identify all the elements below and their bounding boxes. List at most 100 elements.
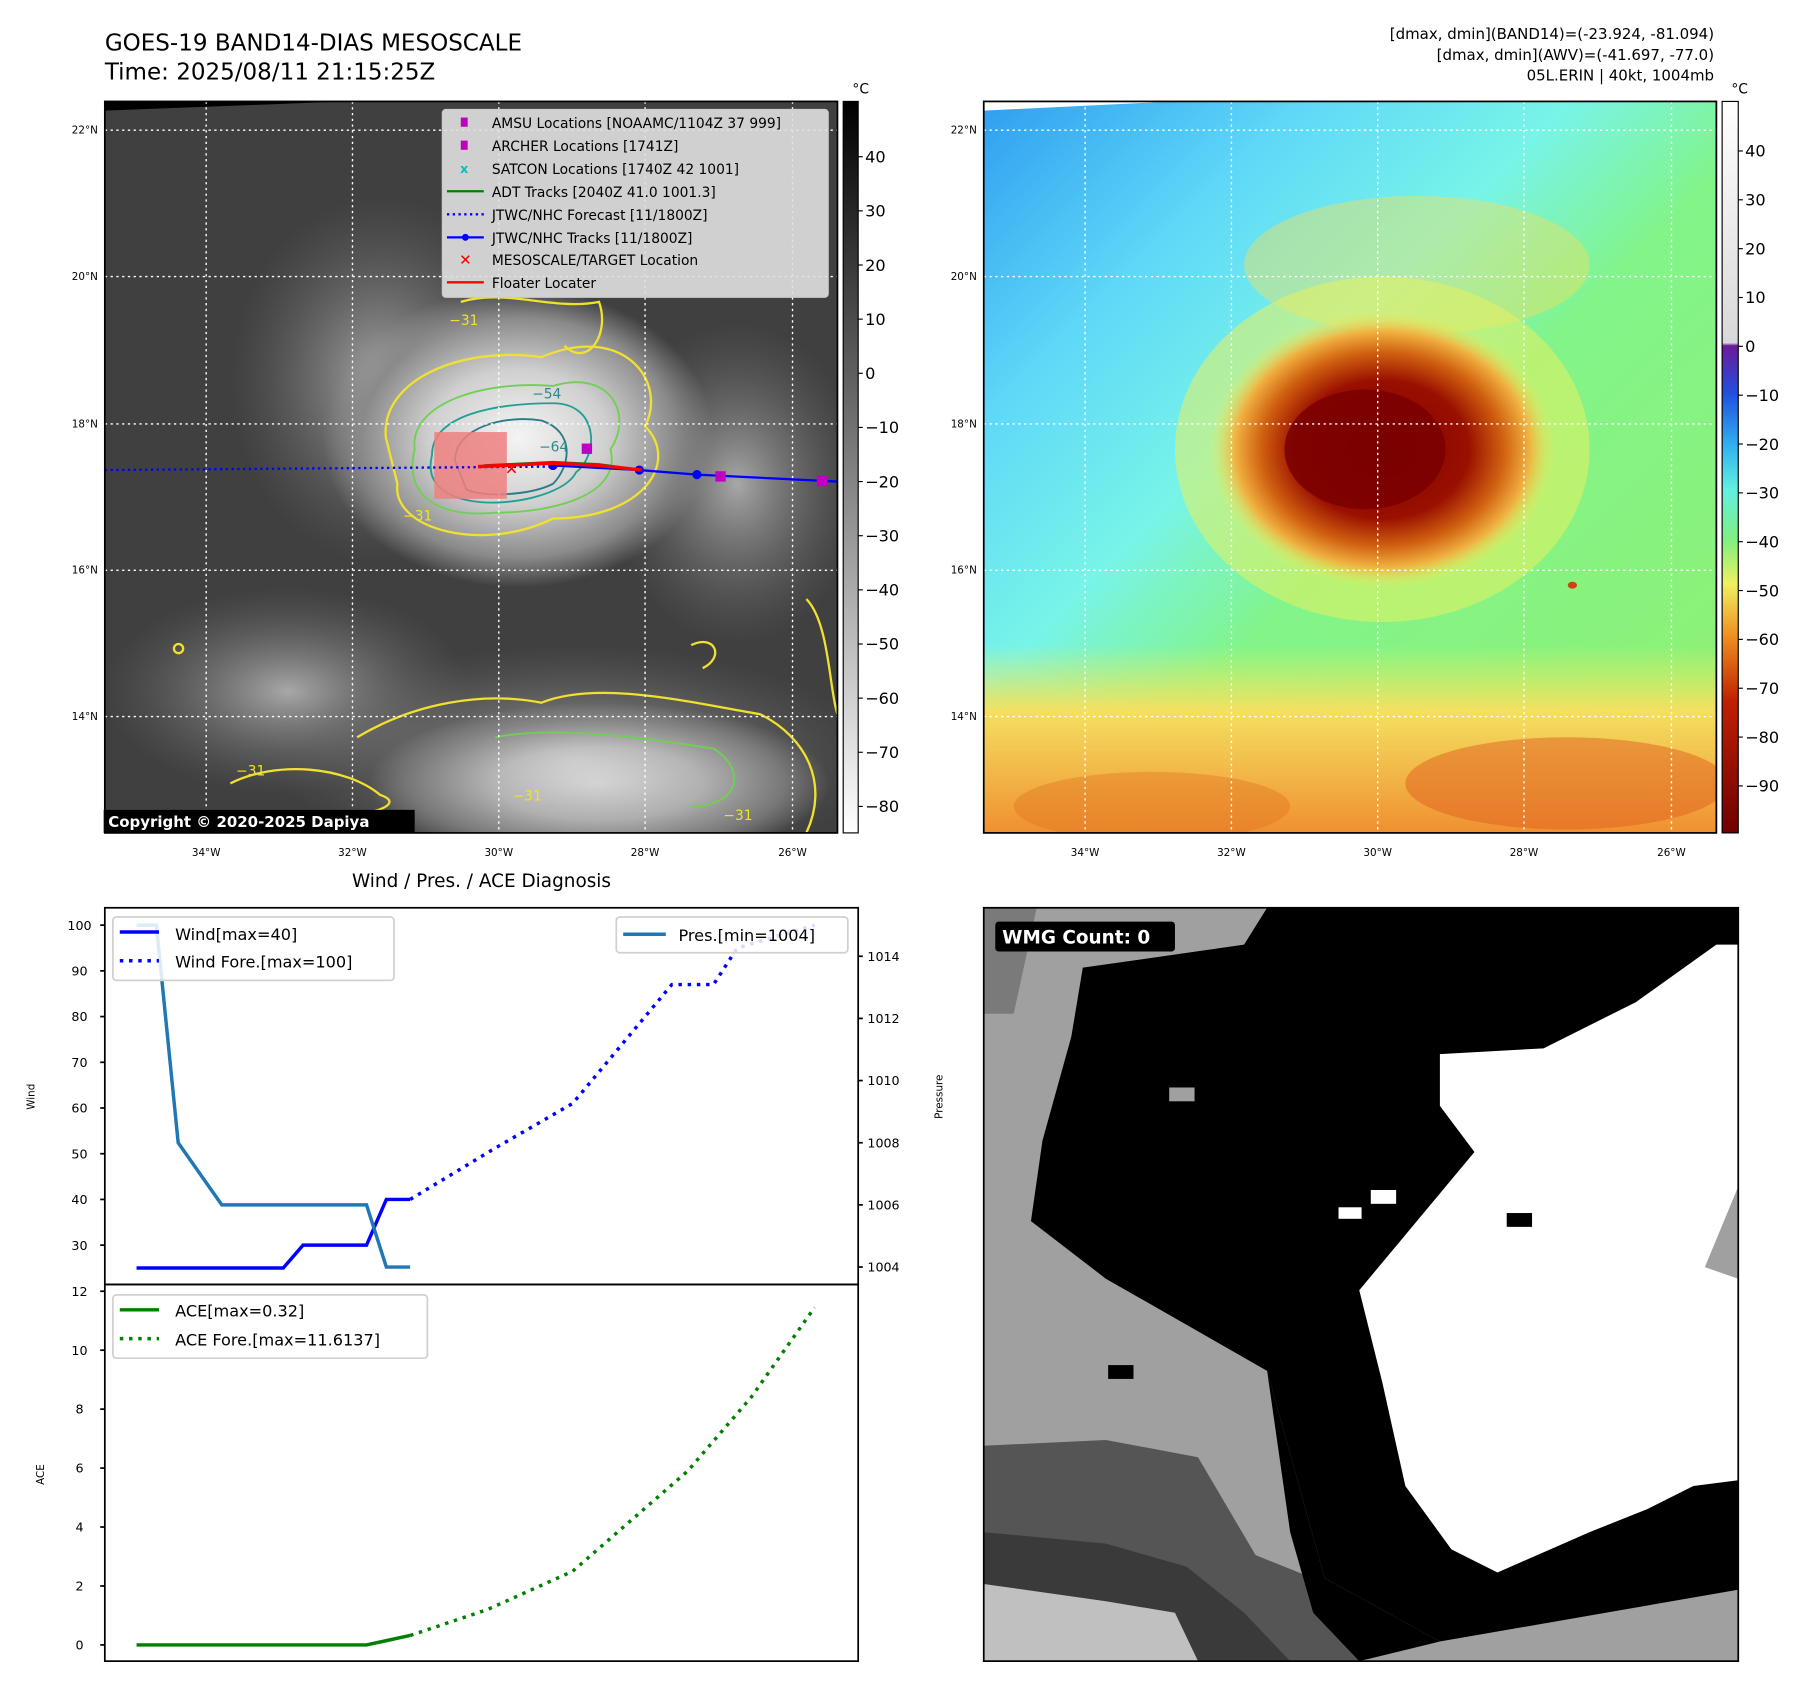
- legend-wind-forecast: Wind Fore.[max=100]: [175, 953, 352, 972]
- y-tick-label: 0: [75, 1638, 83, 1653]
- lon-label: 32°W: [1217, 847, 1246, 859]
- lon-label: 32°W: [338, 847, 367, 859]
- target-legend-icon: ✕: [459, 251, 472, 269]
- diagnosis-title: Wind / Pres. / ACE Diagnosis: [352, 871, 611, 892]
- legend-item: MESOSCALE/TARGET Location: [492, 253, 698, 269]
- colorbar-tick-label: −80: [865, 797, 899, 816]
- colorbar-tick-label: 0: [1745, 337, 1755, 356]
- lat-label: 14°N: [951, 711, 977, 723]
- lat-label: 18°N: [951, 418, 977, 430]
- lon-label: 30°W: [1363, 847, 1392, 859]
- lat-label: 18°N: [72, 418, 98, 430]
- colorbar-unit: °C: [852, 81, 869, 97]
- colorbar-tick-label: 40: [865, 147, 886, 166]
- contour-label: −31: [449, 313, 478, 329]
- legend-item: JTWC/NHC Tracks [11/1800Z]: [491, 231, 693, 247]
- y2-tick-label: 1012: [867, 1011, 899, 1026]
- colorbar-tick-label: 0: [865, 364, 875, 383]
- colorbar-tick-label: 40: [1745, 142, 1766, 161]
- satcon-legend-icon: x: [460, 161, 468, 176]
- lon-label: 28°W: [1510, 847, 1539, 859]
- target-marker-icon: ✕: [505, 460, 519, 479]
- series-ace: [136, 1633, 411, 1647]
- legend-item: Floater Locater: [492, 276, 597, 292]
- storm-info: 05L.ERIN | 40kt, 1004mb: [1527, 67, 1714, 85]
- amsu-marker: [715, 471, 726, 482]
- colorbar-tick-label: 30: [865, 202, 886, 221]
- contour-label: −31: [403, 509, 432, 525]
- archer-marker: [581, 443, 593, 454]
- figure-time: Time: 2025/08/11 21:15:25Z: [104, 60, 436, 86]
- y-tick-label: 12: [71, 1284, 87, 1299]
- best-track: [552, 464, 838, 483]
- map-legend: AMSU Locations [NOAAMC/1104Z 37 999] ARC…: [441, 108, 829, 298]
- wmg-count: WMG Count: 0: [1002, 927, 1150, 948]
- y-tick-label: 4: [75, 1520, 83, 1535]
- series-ace-fore-: [409, 1306, 816, 1638]
- y-tick-label: 60: [71, 1101, 87, 1116]
- y2-tick-label: 1008: [867, 1135, 899, 1150]
- colorbar-tick-label: −30: [865, 526, 899, 545]
- legend-item: ARCHER Locations [1741Z]: [492, 139, 679, 155]
- copyright-text: Copyright © 2020-2025 Dapiya: [108, 813, 369, 831]
- series-wind-fore-: [409, 923, 816, 1201]
- ace-axis-label: ACE: [35, 1464, 47, 1485]
- figure-title: GOES-19 BAND14-DIAS MESOSCALE: [105, 31, 522, 57]
- wind-pressure-chart: Wind Pressure 30 40 50 60 70 80 90 100 1004 1006 1…: [26, 906, 945, 1286]
- contour-label: −31: [513, 789, 542, 805]
- y-tick-label: 80: [71, 1009, 87, 1024]
- legend-item: AMSU Locations [NOAAMC/1104Z 37 999]: [492, 116, 781, 132]
- series-wind: [136, 1197, 411, 1270]
- colorbar-tick-label: −80: [1745, 728, 1779, 747]
- archer-legend-icon: [460, 140, 468, 150]
- lat-label: 20°N: [951, 271, 977, 283]
- legend-item: JTWC/NHC Forecast [11/1800Z]: [491, 208, 708, 224]
- legend-pressure: Pres.[min=1004]: [678, 926, 815, 945]
- y-tick-label: 40: [71, 1192, 87, 1207]
- y-tick-label: 30: [71, 1238, 87, 1253]
- legend-item: ADT Tracks [2040Z 41.0 1001.3]: [492, 185, 716, 201]
- colorbar-tick-label: 10: [865, 310, 886, 329]
- y-tick-label: 90: [71, 963, 87, 978]
- wind-legend: Wind[max=40] Wind Fore.[max=100]: [112, 916, 395, 982]
- pressure-legend: Pres.[min=1004]: [615, 916, 849, 954]
- colorbar-tick-label: −20: [865, 472, 899, 491]
- ace-legend: ACE[max=0.32] ACE Fore.[max=11.6137]: [112, 1293, 429, 1360]
- pressure-axis-label: Pressure: [933, 1075, 945, 1119]
- colorbar-tick-label: −70: [865, 743, 899, 762]
- awv-stats: [dmax, dmin](AWV)=(-41.697, -77.0): [1437, 46, 1714, 64]
- y-tick-label: 10: [71, 1343, 87, 1358]
- contour-label: −64: [539, 440, 568, 456]
- y-tick-label: 70: [71, 1055, 87, 1070]
- colorbar-tick-label: −10: [865, 418, 899, 437]
- copyright-box: [103, 809, 415, 833]
- amsu-legend-icon: [460, 117, 468, 127]
- y2-tick-label: 1014: [867, 949, 899, 964]
- contour-label: −31: [236, 763, 265, 779]
- awv-colorbar: °C 40 30 20 10 0 −10 −20 −30 −40 −50 −60 −70 −80 −90: [1721, 81, 1779, 834]
- colorbar-tick-label: −20: [1745, 435, 1779, 454]
- colorbar-tick-label: 20: [1745, 239, 1766, 258]
- colorbar-tick-label: −50: [1745, 581, 1779, 600]
- lat-label: 14°N: [72, 711, 98, 723]
- colorbar-tick-label: −50: [865, 635, 899, 654]
- y-tick-label: 8: [75, 1402, 83, 1417]
- lat-label: 22°N: [951, 125, 977, 137]
- lon-label: 26°W: [778, 847, 807, 859]
- y2-tick-label: 1004: [867, 1260, 899, 1275]
- y-tick-label: 6: [75, 1461, 83, 1476]
- lon-label: 26°W: [1657, 847, 1686, 859]
- awv-map: [983, 101, 1717, 833]
- y-tick-label: 100: [67, 918, 91, 933]
- colorbar-tick-label: −40: [865, 581, 899, 600]
- colorbar-tick-label: −10: [1745, 386, 1779, 405]
- ir-colorbar: °C 40 30 20 10 0 −10 −20 −30 −40 −50 −60 −70 −80: [842, 81, 899, 834]
- y-tick-label: 50: [71, 1146, 87, 1161]
- lat-label: 16°N: [951, 565, 977, 577]
- lon-label: 34°W: [192, 847, 221, 859]
- colorbar-tick-label: 10: [1745, 288, 1766, 307]
- colorbar-tick-label: −40: [1745, 532, 1779, 551]
- colorbar-tick-label: −70: [1745, 679, 1779, 698]
- colorbar-tick-label: −30: [1745, 484, 1779, 503]
